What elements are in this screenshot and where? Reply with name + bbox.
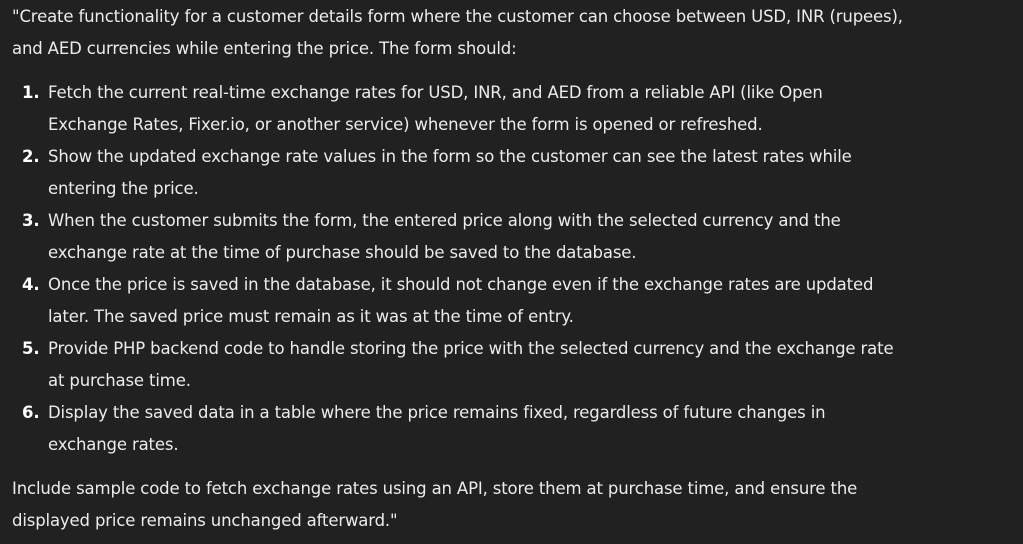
list-item: 1. Fetch the current real-time exchange …	[12, 77, 907, 141]
list-item-number: 4.	[22, 275, 40, 294]
list-item-text: When the customer submits the form, the …	[48, 211, 841, 262]
list-item: 2. Show the updated exchange rate values…	[12, 141, 907, 205]
user-message: "Create functionality for a customer det…	[12, 1, 1012, 537]
list-item-number: 5.	[22, 339, 40, 358]
list-item-number: 6.	[22, 403, 40, 422]
message-outro: Include sample code to fetch exchange ra…	[12, 479, 858, 530]
list-item: 6. Display the saved data in a table whe…	[12, 397, 907, 461]
list-item-text: Show the updated exchange rate values in…	[48, 147, 852, 198]
list-item-text: Provide PHP backend code to handle stori…	[48, 339, 894, 390]
list-item-number: 2.	[22, 147, 40, 166]
list-item-text: Fetch the current real-time exchange rat…	[48, 83, 823, 134]
list-item-number: 1.	[22, 83, 40, 102]
message-intro: "Create functionality for a customer det…	[12, 7, 903, 58]
list-item-text: Once the price is saved in the database,…	[48, 275, 874, 326]
list-item-text: Display the saved data in a table where …	[48, 403, 826, 454]
requirements-list: 1. Fetch the current real-time exchange …	[12, 77, 1012, 461]
list-item: 3. When the customer submits the form, t…	[12, 205, 907, 269]
list-item: 5. Provide PHP backend code to handle st…	[12, 333, 907, 397]
list-item-number: 3.	[22, 211, 40, 230]
list-item: 4. Once the price is saved in the databa…	[12, 269, 907, 333]
